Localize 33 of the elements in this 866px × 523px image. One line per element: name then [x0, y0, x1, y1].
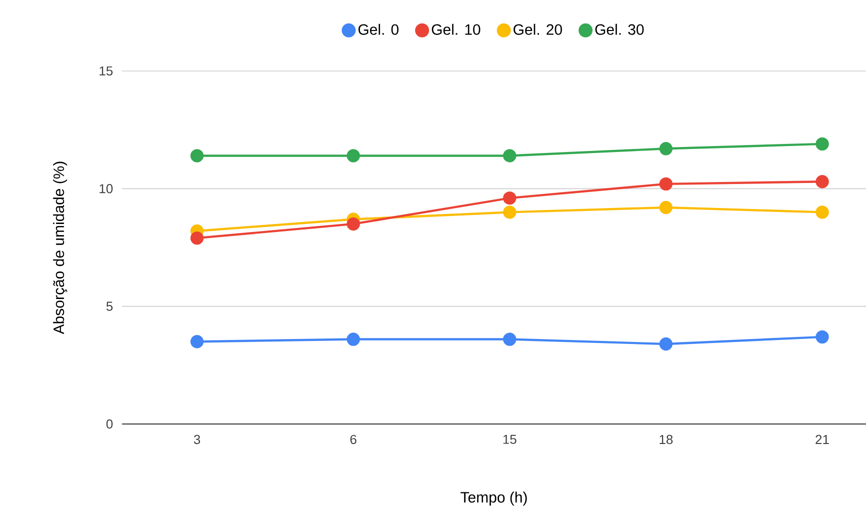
point — [190, 231, 204, 245]
x-tick-label: 18 — [660, 434, 673, 444]
y-axis-title: Absorção de umidade (%) — [53, 162, 68, 334]
point — [659, 337, 673, 351]
point — [816, 330, 829, 344]
legend-label: Gel. 20 — [514, 24, 562, 35]
point — [346, 332, 360, 346]
point — [503, 332, 516, 346]
point — [816, 206, 829, 219]
point — [190, 149, 204, 162]
point — [346, 217, 360, 231]
x-axis-title: Tempo (h) — [460, 492, 527, 506]
point — [503, 206, 516, 219]
legend-label: Gel. 0 — [358, 24, 399, 35]
x-tick-label: 3 — [194, 434, 200, 444]
point — [503, 191, 516, 205]
y-tick-label: 10 — [100, 184, 113, 194]
point — [816, 175, 829, 188]
point — [659, 177, 673, 191]
y-tick-label: 0 — [106, 419, 113, 429]
point — [346, 149, 360, 162]
x-tick-label: 6 — [350, 434, 356, 444]
point — [816, 137, 829, 151]
point — [659, 200, 673, 214]
y-tick-label: 5 — [106, 302, 113, 311]
x-tick-label: 21 — [816, 434, 829, 444]
point — [190, 335, 204, 348]
x-tick-label: 15 — [503, 434, 516, 444]
point — [659, 142, 673, 156]
legend-label: Gel. 10 — [432, 24, 480, 35]
point — [503, 149, 516, 162]
legend-label: Gel. 30 — [595, 24, 644, 35]
y-tick-label: 15 — [100, 66, 113, 76]
